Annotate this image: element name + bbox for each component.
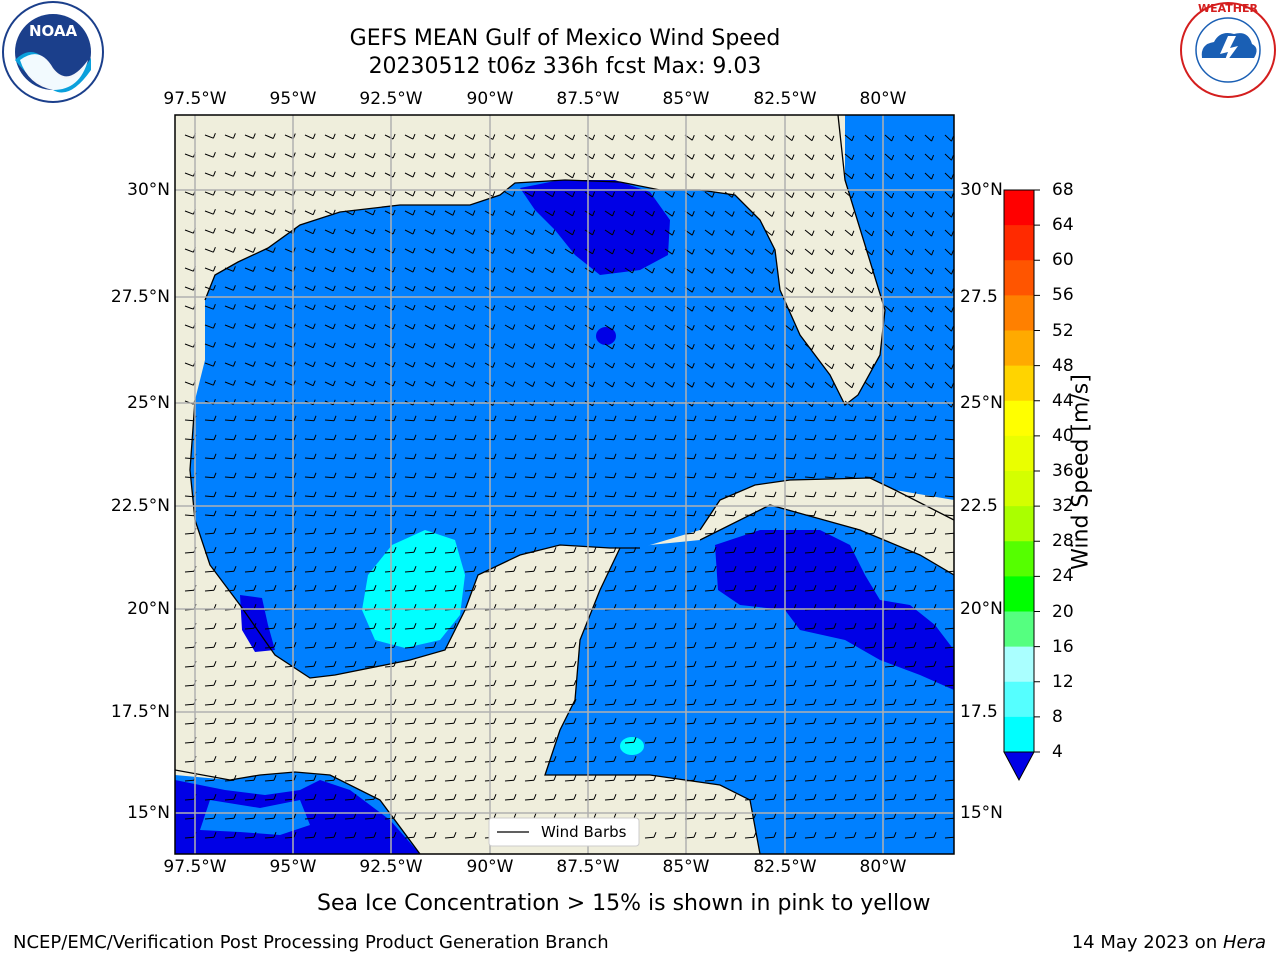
colorbar-tick-label: 40	[1052, 425, 1074, 446]
noaa-logo: NOAA	[2, 1, 104, 103]
lat-tick-right: 30°N	[960, 180, 1003, 200]
map-legend	[488, 817, 640, 847]
colorbar-segment	[1004, 260, 1034, 296]
svg-text:WEATHER: WEATHER	[1198, 2, 1259, 15]
lat-tick-left: 20°N	[127, 599, 170, 619]
colorbar-segment	[1004, 435, 1034, 472]
colorbar-tick-label: 44	[1052, 390, 1074, 411]
footer-left: NCEP/EMC/Verification Post Processing Pr…	[13, 932, 609, 953]
colorbar-segment	[1004, 190, 1034, 226]
lon-tick-top: 82.5°W	[753, 89, 817, 109]
colorbar-label: Wind Speed [m/s]	[1068, 374, 1094, 570]
colorbar-tick-label: 4	[1052, 742, 1063, 762]
colorbar-tick-label: 68	[1052, 180, 1074, 200]
colorbar-tick-label: 48	[1052, 355, 1074, 376]
lon-tick-bottom: 87.5°W	[556, 857, 620, 877]
strong-wind-zone	[362, 530, 465, 648]
legend-label: Wind Barbs	[541, 823, 627, 841]
lon-tick-top: 95°W	[269, 89, 317, 109]
colorbar-tick-label: 64	[1052, 215, 1074, 236]
lon-tick-top: 87.5°W	[556, 89, 620, 109]
colorbar-tick-label: 52	[1052, 320, 1074, 341]
lat-lon-grid	[175, 115, 954, 854]
lat-tick-right: 20°N	[960, 599, 1003, 619]
colorbar-tick-label: 20	[1052, 601, 1074, 622]
lat-tick-right: 27.5	[960, 287, 998, 307]
lon-tick-bottom: 92.5°W	[359, 857, 423, 877]
colorbar-tick-label: 24	[1052, 566, 1074, 587]
colorbar-segment	[1004, 541, 1034, 577]
wind-barbs	[184, 133, 954, 839]
lon-tick-top: 90°W	[466, 89, 514, 109]
lon-tick-bottom: 82.5°W	[753, 857, 817, 877]
lon-tick-bottom: 85°W	[662, 857, 710, 877]
lat-tick-left: 15°N	[127, 803, 170, 823]
lat-tick-left: 17.5°N	[110, 702, 170, 722]
colorbar-segment	[1004, 295, 1034, 331]
colorbar-segment	[1004, 330, 1034, 367]
nws-logo: WEATHER	[1180, 2, 1276, 98]
lon-tick-bottom: 97.5°W	[163, 857, 227, 877]
colorbar-tick-label: 32	[1052, 496, 1074, 517]
footer-machine: Hera	[1222, 932, 1266, 953]
lat-tick-left: 22.5°N	[110, 496, 170, 516]
colorbar-segment	[1004, 225, 1034, 261]
lat-tick-right: 22.5	[960, 496, 998, 516]
colorbar-tick-label: 60	[1052, 250, 1074, 271]
colorbar-tick-label: 12	[1052, 671, 1074, 692]
title-line-1: GEFS MEAN Gulf of Mexico Wind Speed	[349, 26, 781, 51]
colorbar-segment	[1004, 576, 1034, 612]
colorbar-segment	[1004, 365, 1034, 402]
colorbar-tick-label: 16	[1052, 636, 1074, 657]
colorbar-segment	[1004, 506, 1034, 542]
lat-tick-right: 15°N	[960, 803, 1003, 823]
footer-right: 14 May 2023 on Hera	[1072, 932, 1266, 953]
lat-tick-right: 25°N	[960, 393, 1003, 413]
colorbar-under-arrow	[1003, 751, 1035, 782]
sea-ice-note: Sea Ice Concentration > 15% is shown in …	[317, 891, 931, 916]
colorbar-tick-label: 56	[1052, 285, 1074, 306]
colorbar-segment	[1004, 611, 1034, 648]
lat-tick-left: 25°N	[127, 393, 170, 413]
colorbar-segment	[1004, 400, 1034, 437]
footer-date: 14 May 2023 on	[1071, 932, 1223, 953]
colorbar-segment	[1004, 716, 1034, 753]
colorbar-tick-label: 28	[1052, 531, 1074, 552]
lon-tick-top: 85°W	[662, 89, 710, 109]
lon-tick-top: 97.5°W	[163, 89, 227, 109]
colorbar-tick-label: 8	[1052, 706, 1063, 727]
colorbar-segment	[1004, 646, 1034, 683]
lon-tick-bottom: 80°W	[859, 857, 907, 877]
colorbar	[1003, 189, 1040, 782]
noaa-logo-text: NOAA	[29, 22, 78, 40]
colorbar-segment	[1004, 681, 1034, 718]
lat-tick-left: 27.5°N	[110, 287, 170, 307]
colorbar-segment	[1004, 471, 1034, 507]
lon-tick-top: 80°W	[859, 89, 907, 109]
gulf-of-mexico	[190, 115, 954, 678]
colorbar-tick-label: 36	[1052, 461, 1074, 481]
lon-tick-bottom: 95°W	[269, 857, 317, 877]
lat-tick-right: 17.5	[960, 702, 998, 722]
lat-tick-left: 30°N	[127, 180, 170, 200]
map-frame	[174, 114, 955, 855]
title-line-2: 20230512 t06z 336h fcst Max: 9.03	[368, 54, 762, 79]
weak-wind-zone-north	[520, 180, 670, 275]
lon-tick-bottom: 90°W	[466, 857, 514, 877]
lon-tick-top: 92.5°W	[359, 89, 423, 109]
